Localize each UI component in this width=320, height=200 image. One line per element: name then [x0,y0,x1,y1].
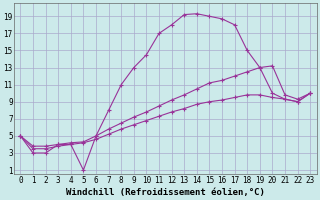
X-axis label: Windchill (Refroidissement éolien,°C): Windchill (Refroidissement éolien,°C) [66,188,265,197]
